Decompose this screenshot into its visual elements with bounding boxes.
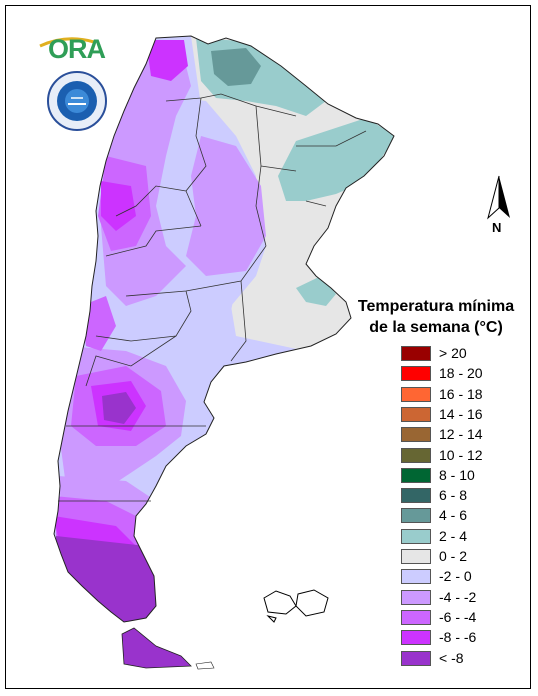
legend-swatch	[401, 650, 431, 666]
legend-swatch	[401, 406, 431, 422]
north-arrow-icon	[487, 175, 510, 220]
legend-item: -8 - -6	[401, 628, 521, 648]
legend-item: 8 - 10	[401, 466, 521, 486]
zone-m8-m6-west	[101, 181, 136, 231]
legend-label: 8 - 10	[439, 466, 475, 483]
legend-title-line2: de la semana (°C)	[369, 319, 503, 336]
legend-swatch	[401, 447, 431, 463]
legend-label: 10 - 12	[439, 446, 483, 463]
argentina-map	[53, 35, 395, 670]
legend-label: -6 - -4	[439, 608, 477, 625]
legend-swatch	[401, 488, 431, 504]
legend-item: > 20	[401, 344, 521, 364]
legend-title: Temperatura mínima de la semana (°C)	[346, 296, 526, 338]
legend-swatch	[401, 508, 431, 524]
legend-label: 2 - 4	[439, 527, 468, 544]
legend-item: 12 - 14	[401, 425, 521, 445]
ora-logo: ORA	[36, 32, 116, 66]
legend-swatch	[401, 630, 431, 646]
smn-logo	[46, 70, 108, 132]
legend-item: -2 - 0	[401, 567, 521, 587]
legend-swatch	[401, 609, 431, 625]
legend-label: 18 - 20	[439, 365, 483, 382]
legend-swatch	[401, 467, 431, 483]
legend-label: -4 - -2	[439, 588, 477, 605]
legend-label: 16 - 18	[439, 385, 483, 402]
legend-swatch	[401, 528, 431, 544]
legend-label: 4 - 6	[439, 507, 468, 524]
legend-swatch	[401, 549, 431, 564]
legend-item: 14 - 16	[401, 405, 521, 425]
north-letter: N	[492, 220, 502, 235]
legend-label: 0 - 2	[439, 548, 468, 564]
legend-item: 0 - 2	[401, 547, 521, 567]
legend-label: < -8	[439, 649, 464, 666]
legend-label: 12 - 14	[439, 426, 483, 443]
north-arrow: N	[484, 174, 514, 238]
legend-label: > 20	[439, 345, 467, 361]
legend-item: 2 - 4	[401, 527, 521, 547]
zone-4-6-north	[211, 48, 261, 86]
legend-swatch	[401, 366, 431, 382]
legend-swatch	[401, 589, 431, 605]
legend-swatch	[401, 346, 431, 361]
legend-item: -4 - -2	[401, 588, 521, 608]
legend-swatch	[401, 427, 431, 443]
tierra-del-fuego	[121, 627, 192, 669]
zone-m4-m2-center	[186, 136, 266, 276]
zone-m8-m6-north	[146, 40, 188, 81]
legend-label: 6 - 8	[439, 487, 468, 504]
legend-item: < -8	[401, 649, 521, 669]
ora-swoosh-icon	[39, 37, 95, 48]
legend-item: 16 - 18	[401, 385, 521, 405]
legend-swatch	[401, 386, 431, 402]
legend-item: 10 - 12	[401, 446, 521, 466]
legend-label: 14 - 16	[439, 405, 483, 422]
legend-item: -6 - -4	[401, 608, 521, 628]
argentina-outline	[53, 35, 395, 623]
legend-item: 6 - 8	[401, 486, 521, 506]
smn-emblem-icon	[47, 71, 107, 131]
legend-label: -8 - -6	[439, 629, 477, 646]
ora-logo-text: ORA	[48, 34, 106, 64]
legend: Temperatura mínima de la semana (°C) > 2…	[346, 296, 536, 686]
province-borders	[58, 93, 367, 502]
isla-de-los-estados	[195, 661, 215, 670]
malvinas-islands	[263, 589, 329, 623]
legend-title-line1: Temperatura mínima	[357, 298, 515, 315]
zone-lt-m8-patagonia	[102, 392, 136, 424]
legend-label: -2 - 0	[439, 568, 472, 585]
legend-item: 18 - 20	[401, 364, 521, 384]
legend-swatch	[401, 569, 431, 585]
legend-item: 4 - 6	[401, 506, 521, 526]
map-frame: ORA N Temperatura mínima de la semana (°…	[5, 5, 531, 689]
